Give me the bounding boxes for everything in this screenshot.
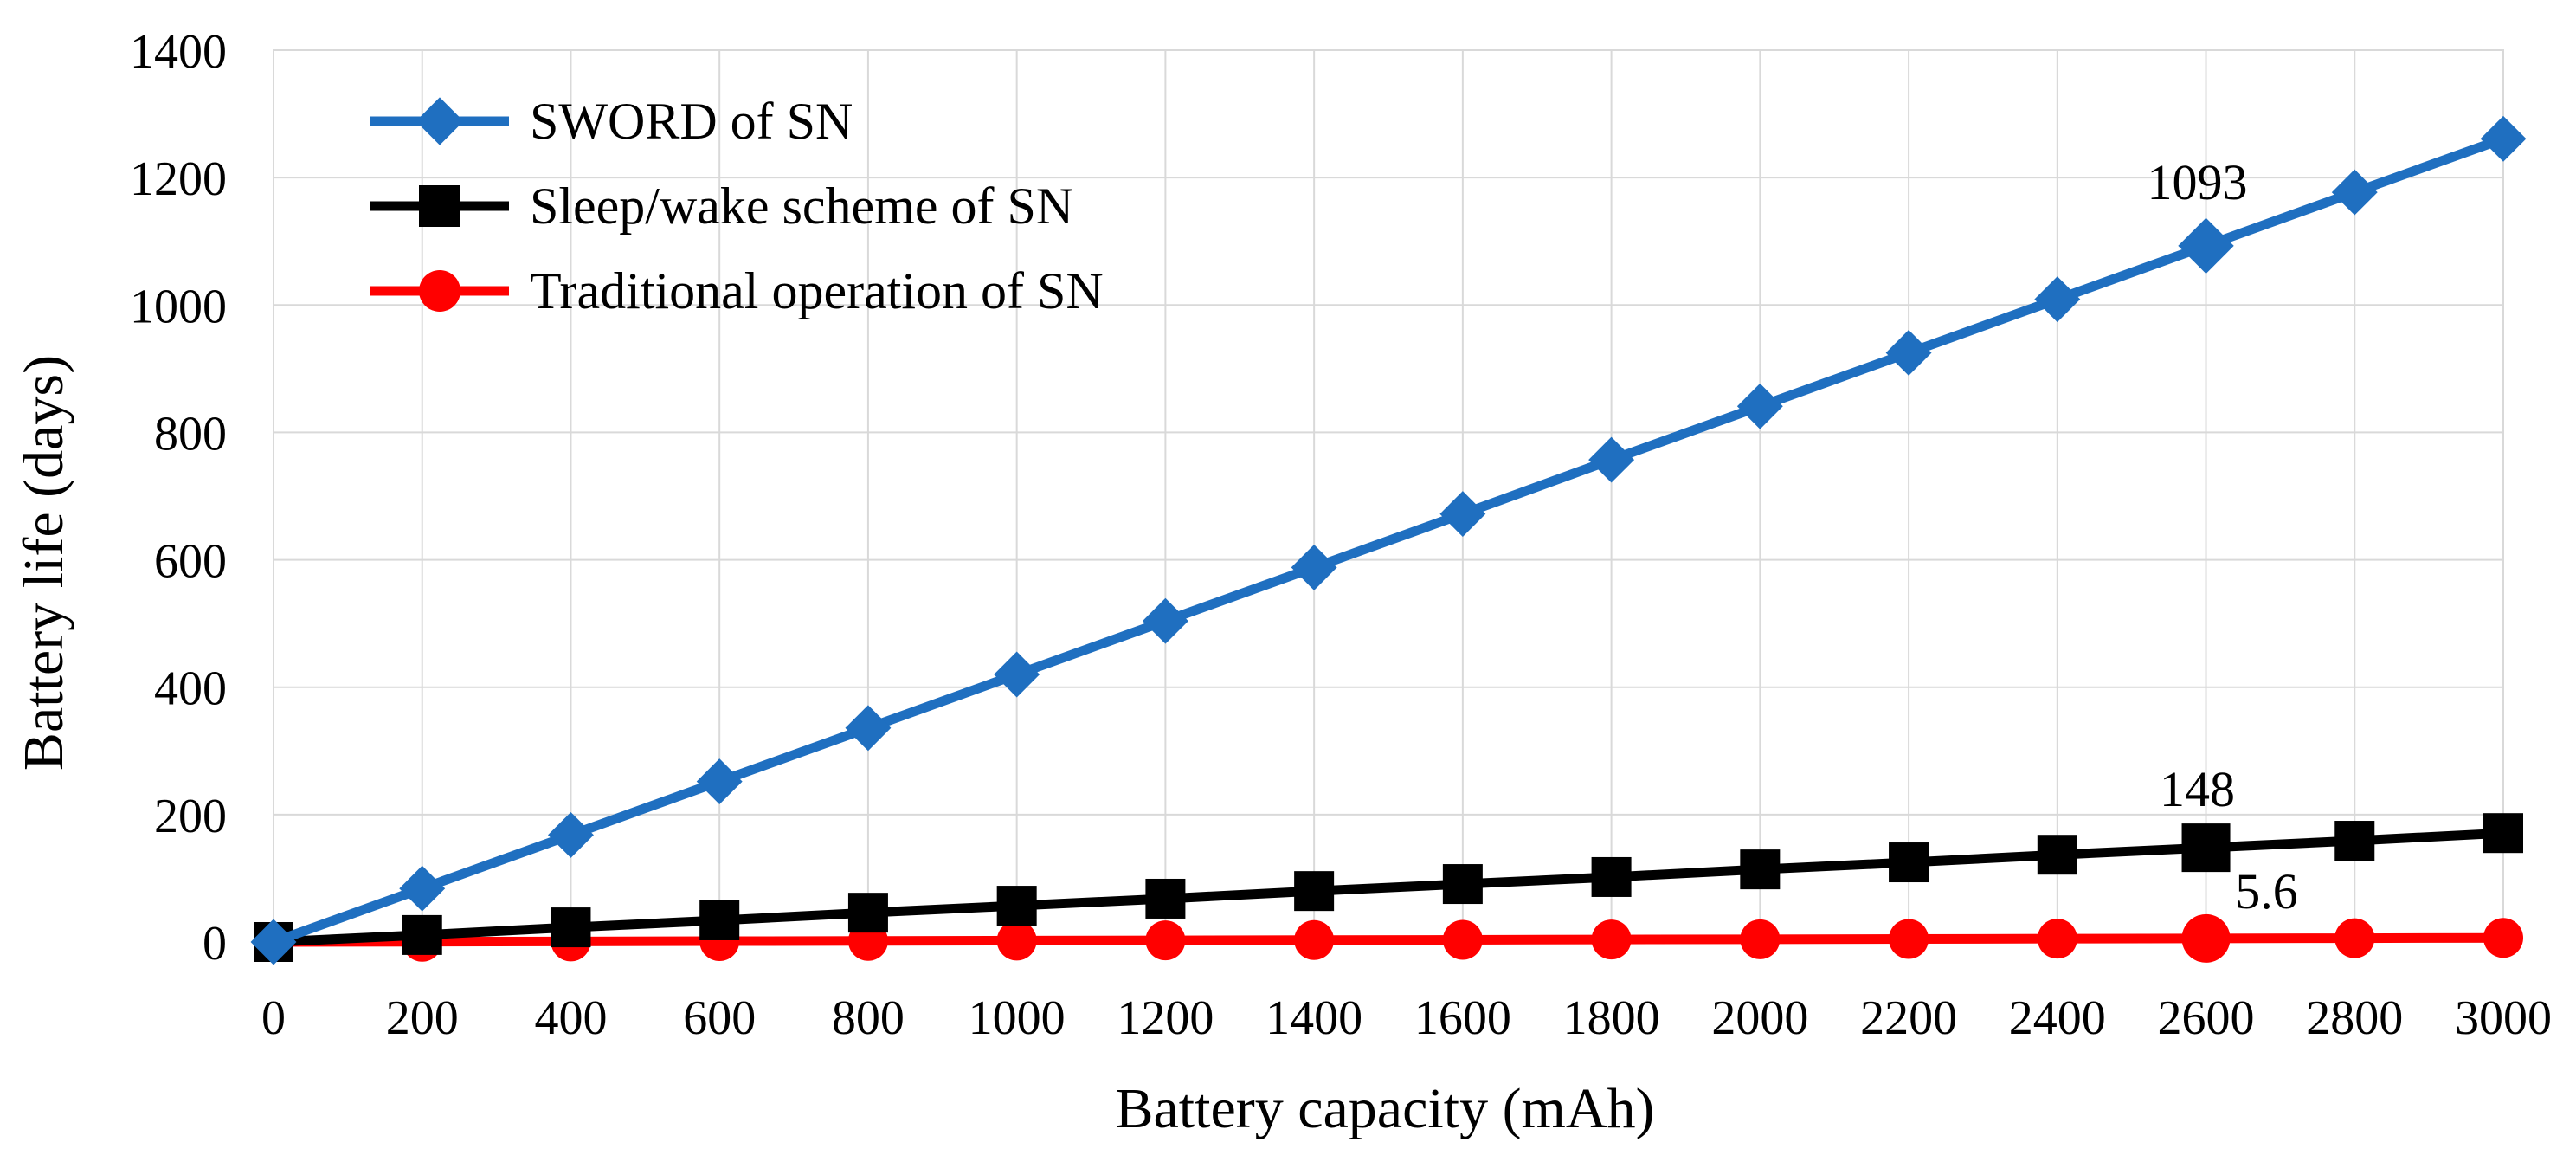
square-marker [996,886,1037,926]
x-tick-label: 1000 [969,991,1066,1045]
diamond-marker [1736,383,1783,429]
diamond-marker [2331,169,2378,216]
square-marker [551,907,591,948]
data-label: 148 [2160,761,2235,817]
diamond-marker [1588,436,1635,483]
x-tick-label: 2200 [1860,991,1957,1045]
square-marker [419,185,460,227]
x-tick-label: 600 [683,991,756,1045]
y-tick-label: 1000 [130,280,227,333]
circle-marker [1442,919,1483,960]
y-tick-label: 400 [154,662,227,716]
grid [273,49,2504,943]
legend-entry: Sleep/wake scheme of SN [370,177,1073,235]
y-tick-label: 0 [203,917,227,971]
series-line [272,134,2505,947]
series-0 [250,115,2527,965]
x-tick-label: 2000 [1711,991,1808,1045]
diamond-marker [548,811,594,858]
x-tick-label: 800 [832,991,905,1045]
circle-marker [1145,920,1186,961]
diamond-marker [1291,544,1337,590]
circle-marker [2181,913,2231,963]
legend-entry: Traditional operation of SN [370,262,1104,319]
diamond-marker [696,758,743,805]
series-2 [254,913,2523,963]
x-tick-label: 1800 [1563,991,1660,1045]
diamond-marker [994,651,1040,698]
legend-label: Sleep/wake scheme of SN [530,177,1073,235]
x-tick-label: 2400 [2009,991,2106,1045]
x-tick-label: 2600 [2158,991,2255,1045]
y-tick-label: 1200 [130,152,227,206]
diamond-marker [250,919,297,965]
square-marker [2483,813,2523,854]
circle-marker [2037,919,2077,959]
x-tick-label: 400 [534,991,607,1045]
y-tick-label: 800 [154,407,227,461]
square-marker [2037,835,2077,875]
x-tick-label: 200 [386,991,459,1045]
y-axis-title: Battery life (days) [12,355,75,771]
square-marker [2181,823,2231,873]
circle-marker [1889,919,1929,959]
diamond-marker [2178,217,2234,274]
circle-marker [2334,918,2375,958]
circle-marker [996,920,1037,961]
square-marker [1442,864,1483,905]
square-marker [1145,878,1186,919]
series-1 [254,813,2523,962]
circle-marker [1591,919,1632,960]
data-label: 5.6 [2235,863,2298,919]
square-marker [2334,821,2375,861]
x-axis-title: Battery capacity (mAh) [1115,1077,1654,1140]
x-tick-label: 1200 [1117,991,1214,1045]
x-tick-label: 2800 [2306,991,2403,1045]
square-marker [1740,849,1781,890]
x-tick-label: 1600 [1414,991,1511,1045]
x-tick-label: 1400 [1265,991,1362,1045]
diamond-marker [415,97,464,145]
square-marker [1889,842,1929,883]
legend-label: Traditional operation of SN [530,262,1104,319]
x-tick-label: 0 [261,991,286,1045]
legend-entry: SWORD of SN [370,93,853,150]
series-line [273,932,2504,947]
square-marker [1294,871,1335,912]
circle-marker [1294,919,1335,960]
square-marker [699,900,740,940]
diamond-marker [2480,115,2527,162]
circle-marker [2483,918,2523,958]
series [250,115,2527,965]
circle-marker [1740,919,1781,959]
y-tick-label: 200 [154,790,227,843]
diamond-marker [1142,597,1188,644]
square-marker [402,914,442,955]
x-tick-label: 3000 [2455,991,2552,1045]
diamond-marker [2034,276,2081,323]
square-marker [847,893,888,933]
series-line [273,828,2504,947]
circle-marker [419,270,460,312]
diamond-marker [399,865,446,912]
axes: 0 200 400 600 800 1000 1200 1400 1600 1800 2000 220… [130,25,2552,1045]
y-tick-label: 1400 [130,25,227,79]
y-tick-label: 600 [154,535,227,589]
legend-label: SWORD of SN [530,93,853,150]
diamond-marker [1885,330,1932,376]
legend: SWORD of SN Sleep/wake scheme of SN Tradit… [370,93,1104,319]
diamond-marker [845,705,892,752]
square-marker [1591,856,1632,897]
data-label: 1093 [2148,154,2248,210]
diamond-marker [1439,491,1486,538]
